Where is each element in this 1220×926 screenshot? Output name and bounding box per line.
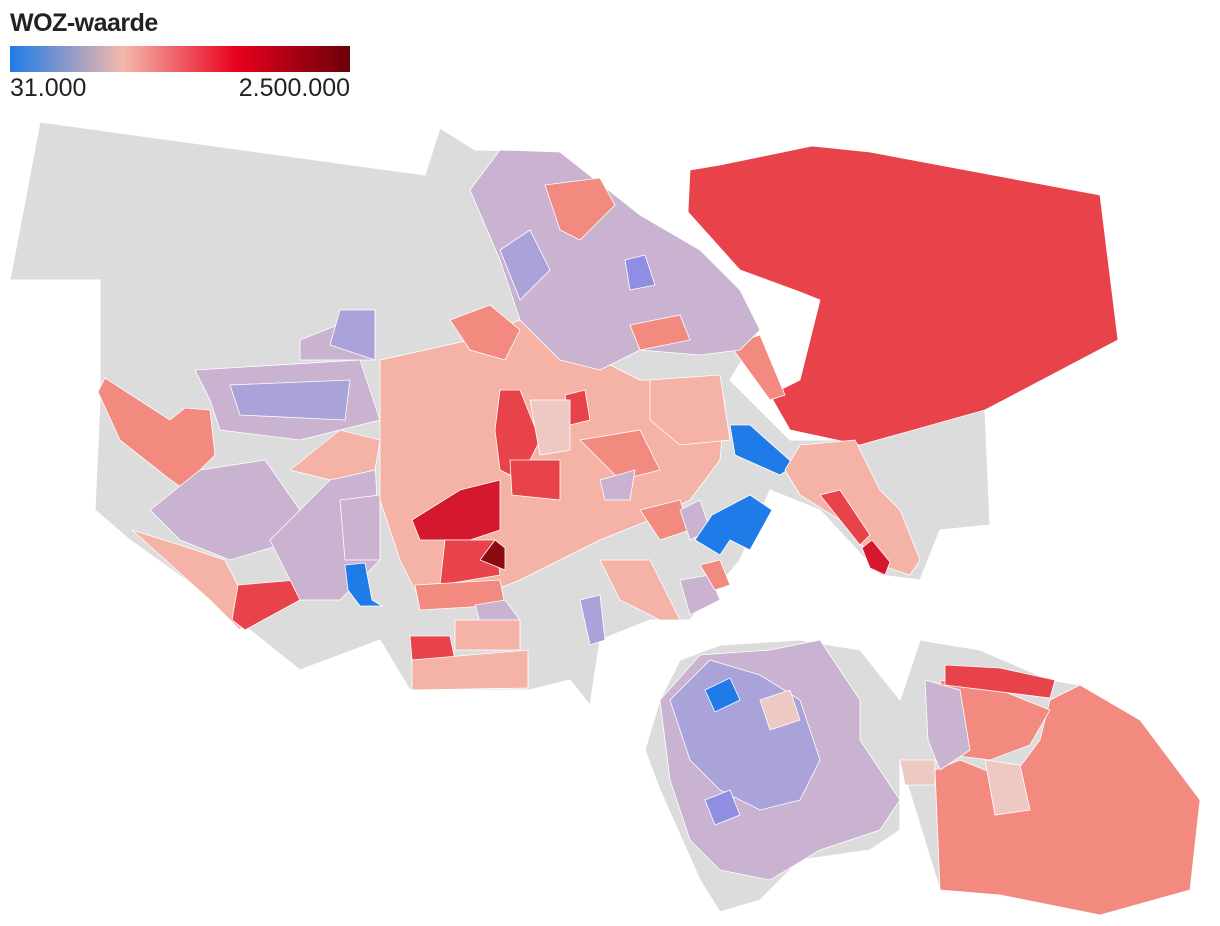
area [454, 619, 521, 651]
map-areas [9, 121, 1119, 707]
area [469, 149, 761, 371]
area [449, 304, 521, 361]
area [704, 789, 741, 826]
area [289, 429, 381, 481]
area [759, 689, 801, 731]
legend-min: 31.000 [10, 74, 86, 102]
color-scale [10, 46, 350, 72]
area [411, 649, 529, 691]
area [529, 399, 571, 456]
area [694, 494, 773, 556]
area [944, 664, 1056, 699]
legend-title: WOZ-waarde [10, 9, 158, 37]
area [861, 539, 891, 576]
area [411, 479, 501, 541]
area [544, 177, 616, 241]
area [344, 562, 384, 607]
area [704, 677, 741, 713]
area [819, 489, 871, 546]
area [579, 429, 661, 481]
area [509, 459, 561, 501]
area [649, 374, 731, 446]
area [499, 229, 551, 301]
area [599, 559, 681, 621]
area [924, 679, 971, 771]
area [899, 759, 936, 786]
area [439, 539, 501, 586]
area [679, 574, 721, 616]
area [579, 594, 606, 646]
area [231, 579, 301, 631]
legend-max: 2.500.000 [239, 74, 350, 102]
area [687, 145, 1119, 446]
area [339, 494, 381, 561]
area [409, 635, 456, 661]
area [479, 539, 506, 571]
area [699, 559, 731, 591]
area [229, 379, 351, 421]
south-east-areas [644, 639, 1201, 916]
area [624, 254, 656, 291]
area [599, 469, 636, 501]
area [629, 314, 691, 351]
area [784, 439, 921, 576]
area [97, 377, 216, 489]
area [984, 759, 1031, 816]
area [329, 309, 376, 361]
